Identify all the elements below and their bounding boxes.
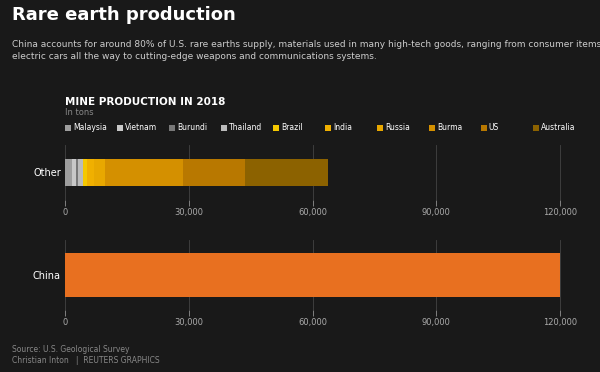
- Text: Thailand: Thailand: [229, 124, 262, 132]
- Bar: [184, 159, 245, 186]
- Bar: [65, 159, 73, 186]
- Bar: [94, 159, 105, 186]
- Text: Russia: Russia: [385, 124, 410, 132]
- Text: MINE PRODUCTION IN 2018: MINE PRODUCTION IN 2018: [65, 97, 226, 107]
- Text: Burma: Burma: [437, 124, 462, 132]
- Text: Source: U.S. Geological Survey: Source: U.S. Geological Survey: [12, 345, 130, 354]
- Text: China accounts for around 80% of U.S. rare earths supply, materials used in many: China accounts for around 80% of U.S. ra…: [12, 40, 600, 61]
- Bar: [65, 253, 560, 297]
- Bar: [245, 159, 328, 186]
- Bar: [73, 159, 76, 186]
- Bar: [78, 159, 83, 186]
- Bar: [105, 159, 184, 186]
- Text: Australia: Australia: [541, 124, 575, 132]
- Text: Rare earth production: Rare earth production: [12, 6, 236, 24]
- Bar: [83, 159, 87, 186]
- Text: Brazil: Brazil: [281, 124, 302, 132]
- Text: Christian Inton   |  REUTERS GRAPHICS: Christian Inton | REUTERS GRAPHICS: [12, 356, 160, 365]
- Bar: [87, 159, 94, 186]
- Text: In tons: In tons: [65, 108, 94, 117]
- Text: Malaysia: Malaysia: [73, 124, 107, 132]
- Bar: [76, 159, 78, 186]
- Text: Vietnam: Vietnam: [125, 124, 157, 132]
- Text: Burundi: Burundi: [177, 124, 207, 132]
- Text: US: US: [489, 124, 499, 132]
- Text: India: India: [333, 124, 352, 132]
